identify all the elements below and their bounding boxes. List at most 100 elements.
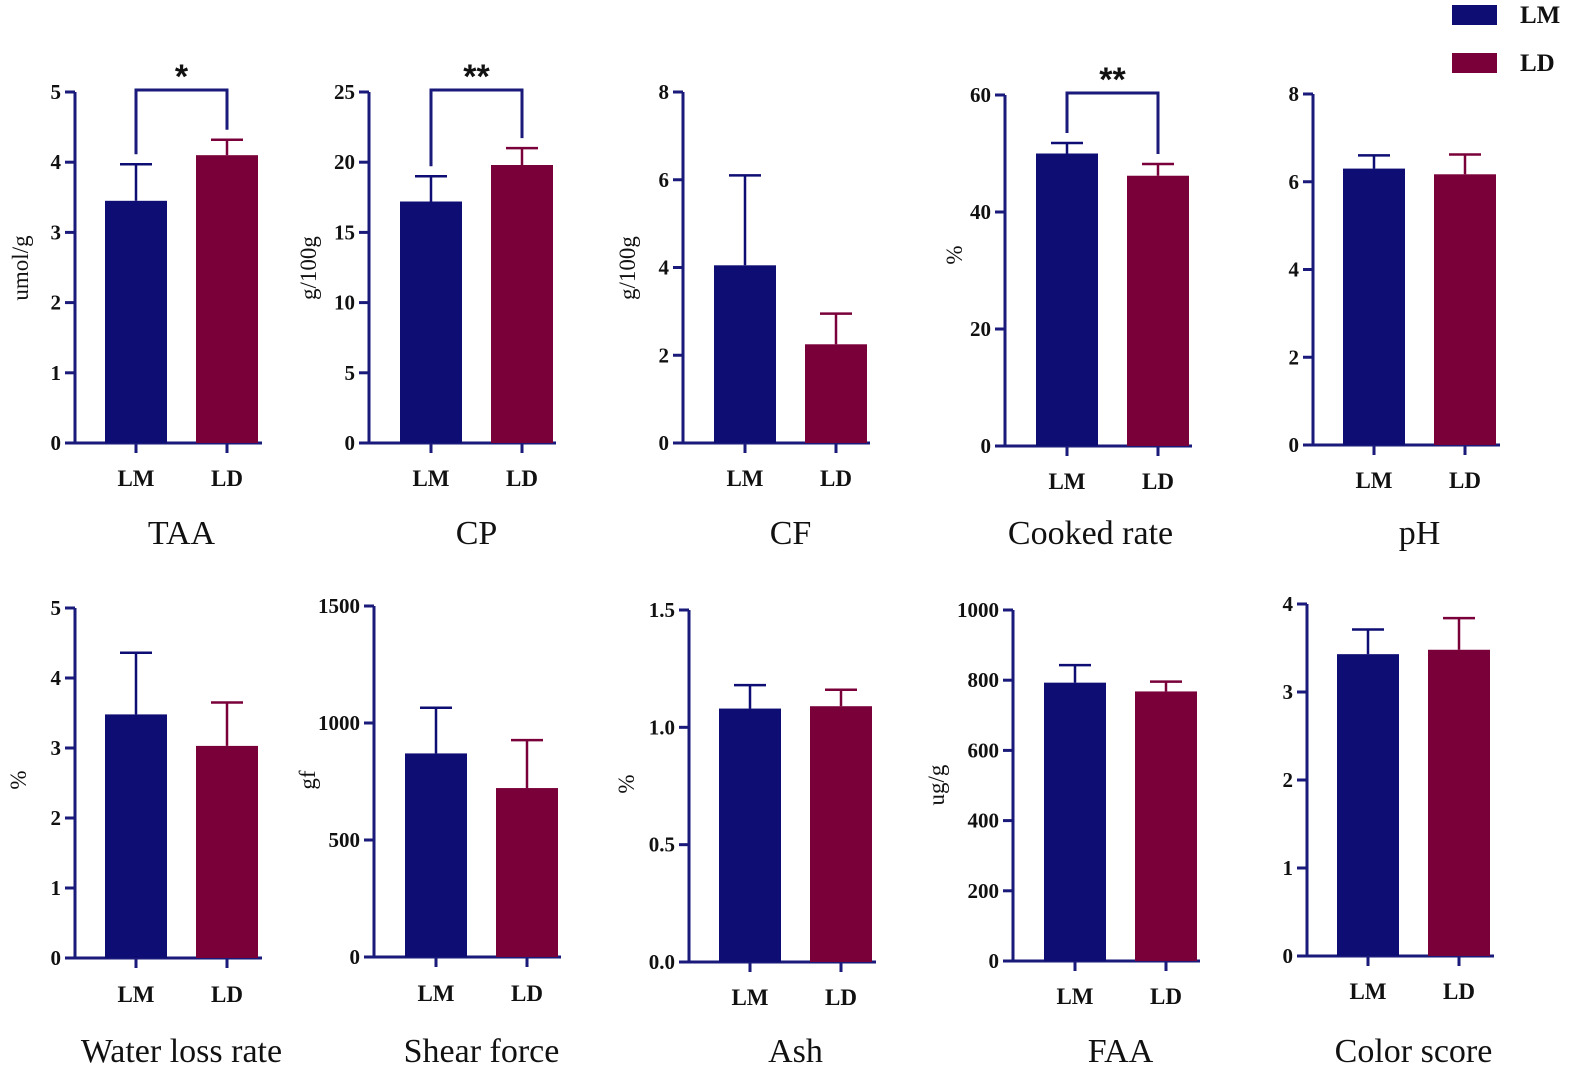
panel-taa: 0 1 2 3 4 5 LM LD * umol/g TAA (8, 58, 262, 552)
x-tick-label: LM (1349, 979, 1386, 1004)
y-axis-label: ug/g (924, 764, 949, 805)
significance-marker: ** (1099, 61, 1126, 99)
y-tick-label: 1000 (957, 598, 999, 622)
y-tick-label: 8 (659, 80, 670, 104)
legend-swatch-lm (1452, 5, 1497, 25)
bar-ld (1428, 649, 1490, 956)
y-tick-label: 0 (345, 431, 356, 455)
panel-cf: 0 2 4 6 8 LM LD g/100g CF (615, 80, 870, 552)
bar-lm (1343, 168, 1405, 445)
y-tick-label: 4 (1289, 258, 1300, 282)
x-tick-label: LM (731, 985, 768, 1010)
bar-ld (196, 745, 258, 958)
x-tick-label: LM (412, 466, 449, 491)
panel-title: Color score (1335, 1033, 1493, 1070)
x-tick-label: LD (211, 982, 243, 1007)
panel-title: CP (456, 515, 498, 552)
panel-shear-force: 0 500 1000 1500 LM LD gf Shear force (295, 594, 561, 1070)
y-tick-label: 2 (51, 291, 62, 315)
panel-faa: 0 200 400 600 800 1000 LM LD ug/g FAA (924, 598, 1200, 1070)
y-tick-label: 0 (981, 434, 992, 458)
x-tick-label: LM (417, 981, 454, 1006)
panel-cp: 0 5 10 15 20 25 LM LD ** g/100g CP (296, 58, 556, 552)
significance-marker: * (175, 58, 189, 96)
y-tick-label: 0 (1289, 433, 1300, 457)
y-tick-label: 4 (659, 256, 670, 280)
y-tick-label: 4 (1283, 592, 1294, 616)
y-tick-label: 1500 (318, 594, 360, 618)
panel-ph: 0 2 4 6 8 LM LD pH (1289, 82, 1500, 552)
bar-ld (805, 344, 867, 443)
panel-cooked-rate: 0 20 40 60 LM LD **% Cooked rate (942, 61, 1192, 552)
y-tick-label: 800 (968, 668, 1000, 692)
y-tick-label: 2 (51, 806, 62, 830)
y-tick-label: 3 (51, 220, 62, 244)
legend-label-lm: LM (1520, 2, 1560, 29)
y-tick-label: 0 (659, 431, 670, 455)
y-tick-label: 5 (345, 361, 356, 385)
x-tick-label: LM (1056, 984, 1093, 1009)
panel-water-loss-rate: 0 1 2 3 4 5 LM LD% Water loss rate (6, 596, 282, 1070)
panel-title: Shear force (404, 1033, 560, 1070)
panel-title: Water loss rate (81, 1033, 282, 1070)
y-tick-label: 0 (51, 431, 62, 455)
x-tick-label: LD (1449, 468, 1481, 493)
bar-lm (719, 708, 781, 962)
bar-ld (1127, 175, 1189, 447)
panel-title: FAA (1088, 1033, 1154, 1070)
y-tick-label: 0 (1283, 944, 1294, 968)
y-tick-label: 20 (334, 150, 355, 174)
y-tick-label: 3 (51, 736, 62, 760)
y-tick-label: 6 (1289, 170, 1300, 194)
x-tick-label: LD (1142, 469, 1174, 494)
legend-label-ld: LD (1520, 50, 1555, 77)
y-axis-label: % (614, 774, 639, 793)
y-tick-label: 20 (970, 317, 991, 341)
y-tick-label: 60 (970, 83, 991, 107)
y-tick-label: 600 (968, 738, 1000, 762)
bar-ld (1434, 174, 1496, 445)
x-tick-label: LD (1150, 984, 1182, 1009)
x-tick-label: LD (1443, 979, 1475, 1004)
bar-lm (1337, 654, 1399, 956)
y-axis-label: g/100g (296, 236, 321, 300)
bar-lm (400, 201, 462, 443)
panel-title: Ash (768, 1033, 823, 1070)
x-tick-label: LD (506, 466, 538, 491)
significance-bracket (134, 88, 229, 155)
panel-title: TAA (148, 515, 216, 552)
y-tick-label: 40 (970, 200, 991, 224)
y-tick-label: 400 (968, 809, 1000, 833)
y-tick-label: 2 (1283, 768, 1294, 792)
y-tick-label: 1.0 (649, 715, 675, 739)
bar-lm (105, 200, 167, 443)
bar-lm (405, 753, 467, 957)
y-tick-label: 200 (968, 879, 1000, 903)
y-tick-label: 3 (1283, 680, 1294, 704)
y-tick-label: 8 (1289, 82, 1300, 106)
x-tick-label: LM (117, 466, 154, 491)
y-tick-label: 0 (989, 949, 1000, 973)
x-tick-label: LM (1355, 468, 1392, 493)
y-tick-label: 1 (51, 876, 62, 900)
x-tick-label: LD (825, 985, 857, 1010)
bar-ld (491, 165, 553, 443)
y-tick-label: 10 (334, 291, 355, 315)
y-tick-label: 0 (350, 945, 361, 969)
x-tick-label: LD (820, 466, 852, 491)
y-tick-label: 2 (659, 343, 670, 367)
x-tick-label: LM (1048, 469, 1085, 494)
y-tick-label: 0.5 (649, 833, 675, 857)
significance-marker: ** (463, 58, 490, 96)
y-tick-label: 4 (51, 666, 62, 690)
bar-ld (1135, 691, 1197, 961)
legend-swatch-ld (1452, 53, 1497, 73)
y-tick-label: 1 (1283, 856, 1294, 880)
significance-bracket (429, 88, 524, 167)
bar-ld (196, 155, 258, 443)
panel-title: CF (770, 515, 812, 552)
panel-title: Cooked rate (1008, 515, 1173, 552)
bar-lm (714, 265, 776, 443)
panel-title: pH (1399, 515, 1441, 552)
